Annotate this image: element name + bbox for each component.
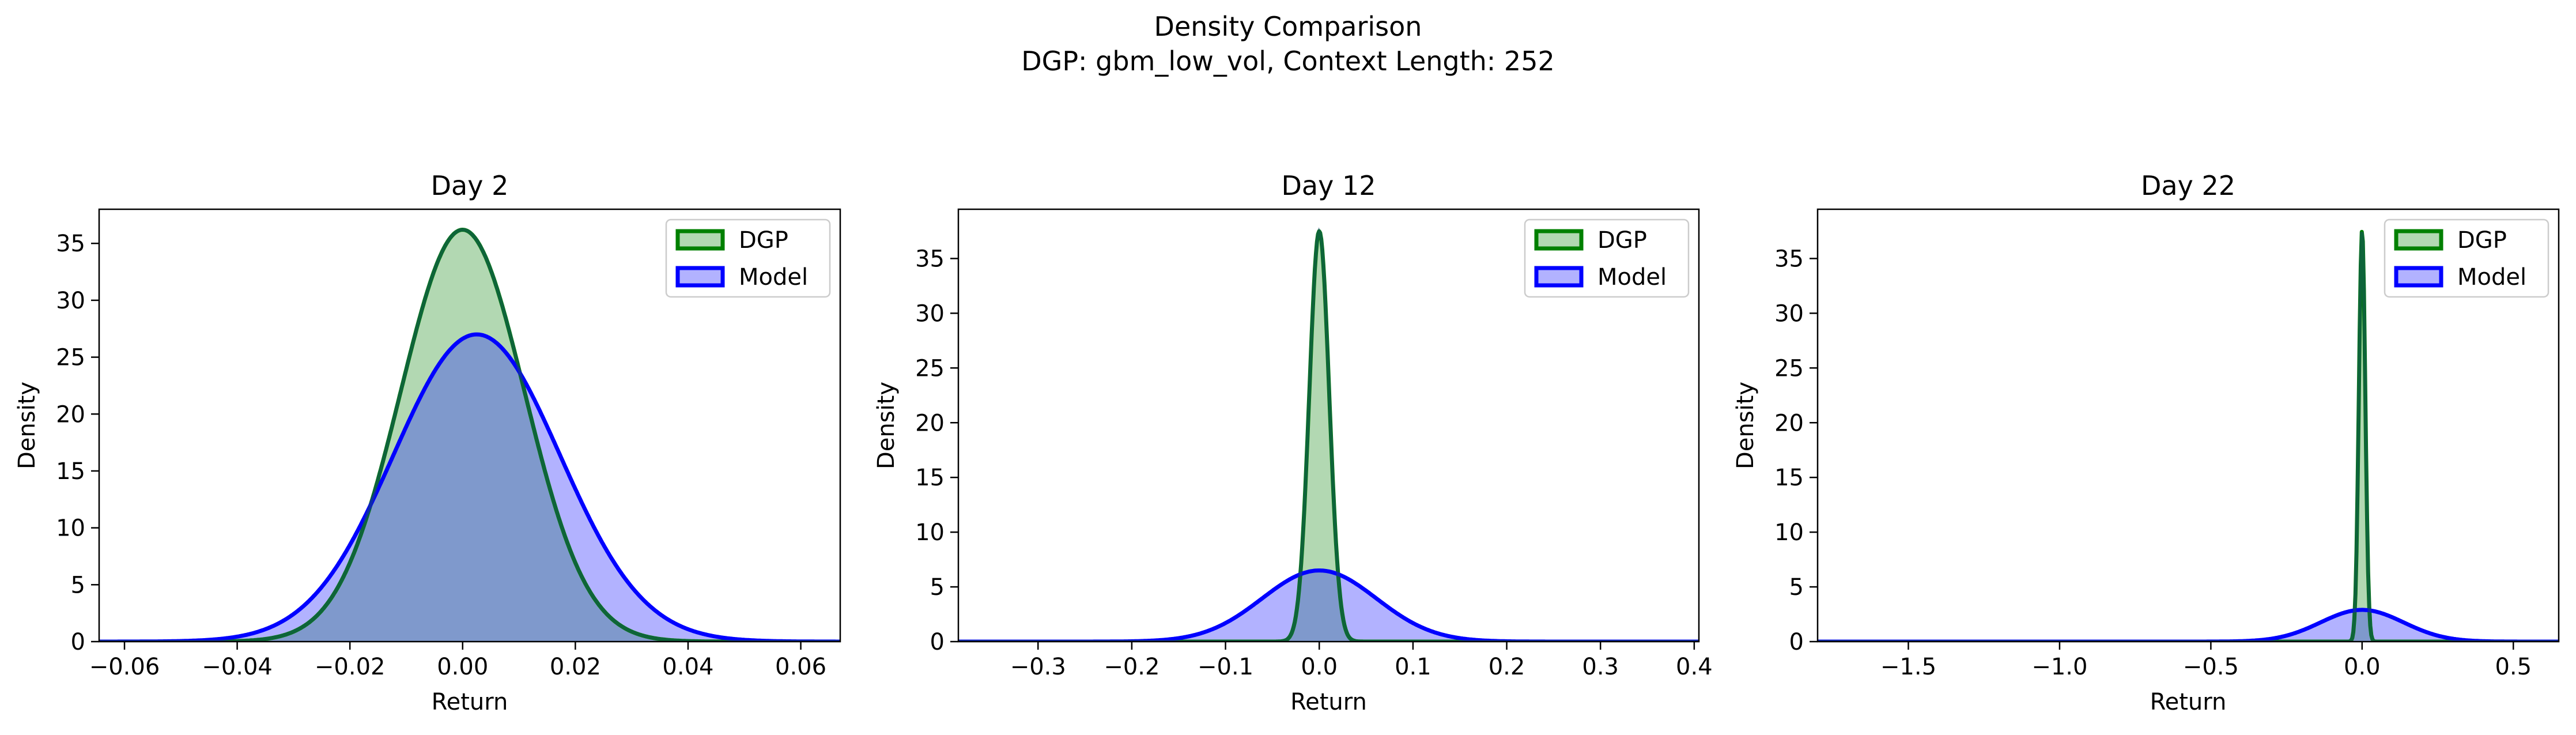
y-tick-label: 30: [1774, 300, 1804, 327]
model-line: [958, 568, 1699, 642]
dgp-line-overlap: [958, 227, 1699, 642]
plot-area: [1818, 229, 2559, 642]
dgp-area: [958, 231, 1699, 642]
legend-label: Model: [1597, 264, 1667, 291]
y-tick-label: 20: [56, 401, 85, 428]
axes-frame: [1816, 208, 2560, 643]
legend: DGP Model: [665, 218, 831, 298]
x-tick-label: −0.3: [1010, 654, 1066, 680]
x-tick-label: −0.2: [1104, 654, 1159, 680]
x-axis-label: Return: [2150, 689, 2227, 715]
x-tick-label: −1.5: [1880, 654, 1936, 680]
y-tick-label: 5: [1789, 574, 1804, 601]
legend-label: Model: [2457, 264, 2526, 291]
legend-label: DGP: [2457, 227, 2507, 254]
x-tick-label: 0.2: [1489, 654, 1525, 680]
plot-area: [958, 227, 1699, 642]
x-axis-label: Return: [432, 689, 508, 715]
y-tick-label: 10: [915, 519, 945, 546]
y-tick-label: 20: [1774, 410, 1804, 436]
y-tick-label: 30: [915, 300, 945, 327]
y-tick-label: 30: [56, 288, 85, 314]
subplot-title: Day 2: [431, 170, 509, 201]
y-tick-label: 35: [915, 246, 945, 272]
subplot-3: −1.5 −1.0 −0.5 0.0 0.5 0 5 10 15 20 25 30 35 Day 22 Re…: [1732, 170, 2560, 715]
x-tick-label: 0.04: [662, 654, 713, 680]
x-tick-label: 0.0: [1301, 654, 1338, 680]
x-tick-label: −0.06: [89, 654, 160, 680]
x-tick-label: −1.0: [2031, 654, 2087, 680]
y-axis-label: Density: [1732, 382, 1759, 469]
x-tick-label: 0.06: [775, 654, 826, 680]
x-tick-label: −0.02: [315, 654, 386, 680]
figure-subtitle: DGP: gbm_low_vol, Context Length: 252: [1021, 46, 1554, 77]
legend-swatch-model: [675, 266, 725, 288]
x-tick-label: 0.00: [437, 654, 488, 680]
x-tick-label: 0.1: [1395, 654, 1431, 680]
y-tick-label: 5: [71, 572, 85, 598]
x-tick-label: 0.02: [550, 654, 601, 680]
x-tick-label: 0.3: [1582, 654, 1619, 680]
axes-frame: [957, 208, 1700, 643]
y-tick-label: 25: [1774, 355, 1804, 382]
y-axis-label: Density: [14, 382, 40, 469]
y-tick-label: 15: [915, 465, 945, 491]
overlap-area: [99, 334, 840, 642]
subplot-1: −0.06 −0.04 −0.02 0.00 0.02 0.04 0.06 0 5 10 15 20 2…: [14, 170, 841, 715]
y-tick-label: 10: [56, 515, 85, 542]
figure-title: Density Comparison: [1154, 11, 1422, 42]
y-tick-label: 20: [915, 410, 945, 436]
y-tick-label: 35: [1774, 246, 1804, 272]
y-tick-label: 0: [930, 629, 945, 655]
subplot-2: −0.3 −0.2 −0.1 0.0 0.1 0.2 0.3 0.4 0 5 10 15 20 25 30 3…: [873, 170, 1713, 715]
legend: DGP Model: [2384, 218, 2549, 298]
legend-swatch-dgp: [1534, 229, 1584, 251]
y-tick-label: 15: [1774, 465, 1804, 491]
y-tick-label: 0: [71, 629, 85, 655]
model-area: [1818, 609, 2559, 642]
x-tick-label: −0.5: [2183, 654, 2239, 680]
y-tick-label: 15: [56, 458, 85, 485]
subplot-title: Day 12: [1282, 170, 1376, 201]
y-tick-label: 25: [56, 345, 85, 371]
y-tick-label: 10: [1774, 519, 1804, 546]
x-tick-label: 0.4: [1676, 654, 1713, 680]
y-tick-label: 5: [930, 574, 945, 601]
legend-label: DGP: [739, 227, 788, 254]
x-axis-label: Return: [1290, 689, 1367, 715]
legend-swatch-dgp: [675, 229, 725, 251]
model-line: [99, 332, 840, 642]
axes-frame: [98, 208, 841, 643]
subplot-title: Day 22: [2141, 170, 2235, 201]
legend-swatch-dgp: [2394, 229, 2443, 251]
x-tick-label: −0.04: [202, 654, 273, 680]
y-tick-label: 25: [915, 355, 945, 382]
legend-swatch-model: [2394, 266, 2443, 288]
y-tick-label: 0: [1789, 629, 1804, 655]
y-axis-label: Density: [873, 382, 900, 469]
legend-label: DGP: [1597, 227, 1647, 254]
subplots: −0.06 −0.04 −0.02 0.00 0.02 0.04 0.06051015202…: [14, 170, 2560, 715]
x-tick-label: 0.5: [2495, 654, 2532, 680]
y-tick-label: 35: [56, 231, 85, 257]
x-tick-label: −0.1: [1198, 654, 1253, 680]
legend: DGP Model: [1524, 218, 1690, 298]
legend-swatch-model: [1534, 266, 1584, 288]
overlap-area: [958, 570, 1699, 642]
legend-label: Model: [739, 264, 808, 291]
model-line: [1818, 608, 2559, 642]
x-tick-label: 0.0: [2344, 654, 2381, 680]
